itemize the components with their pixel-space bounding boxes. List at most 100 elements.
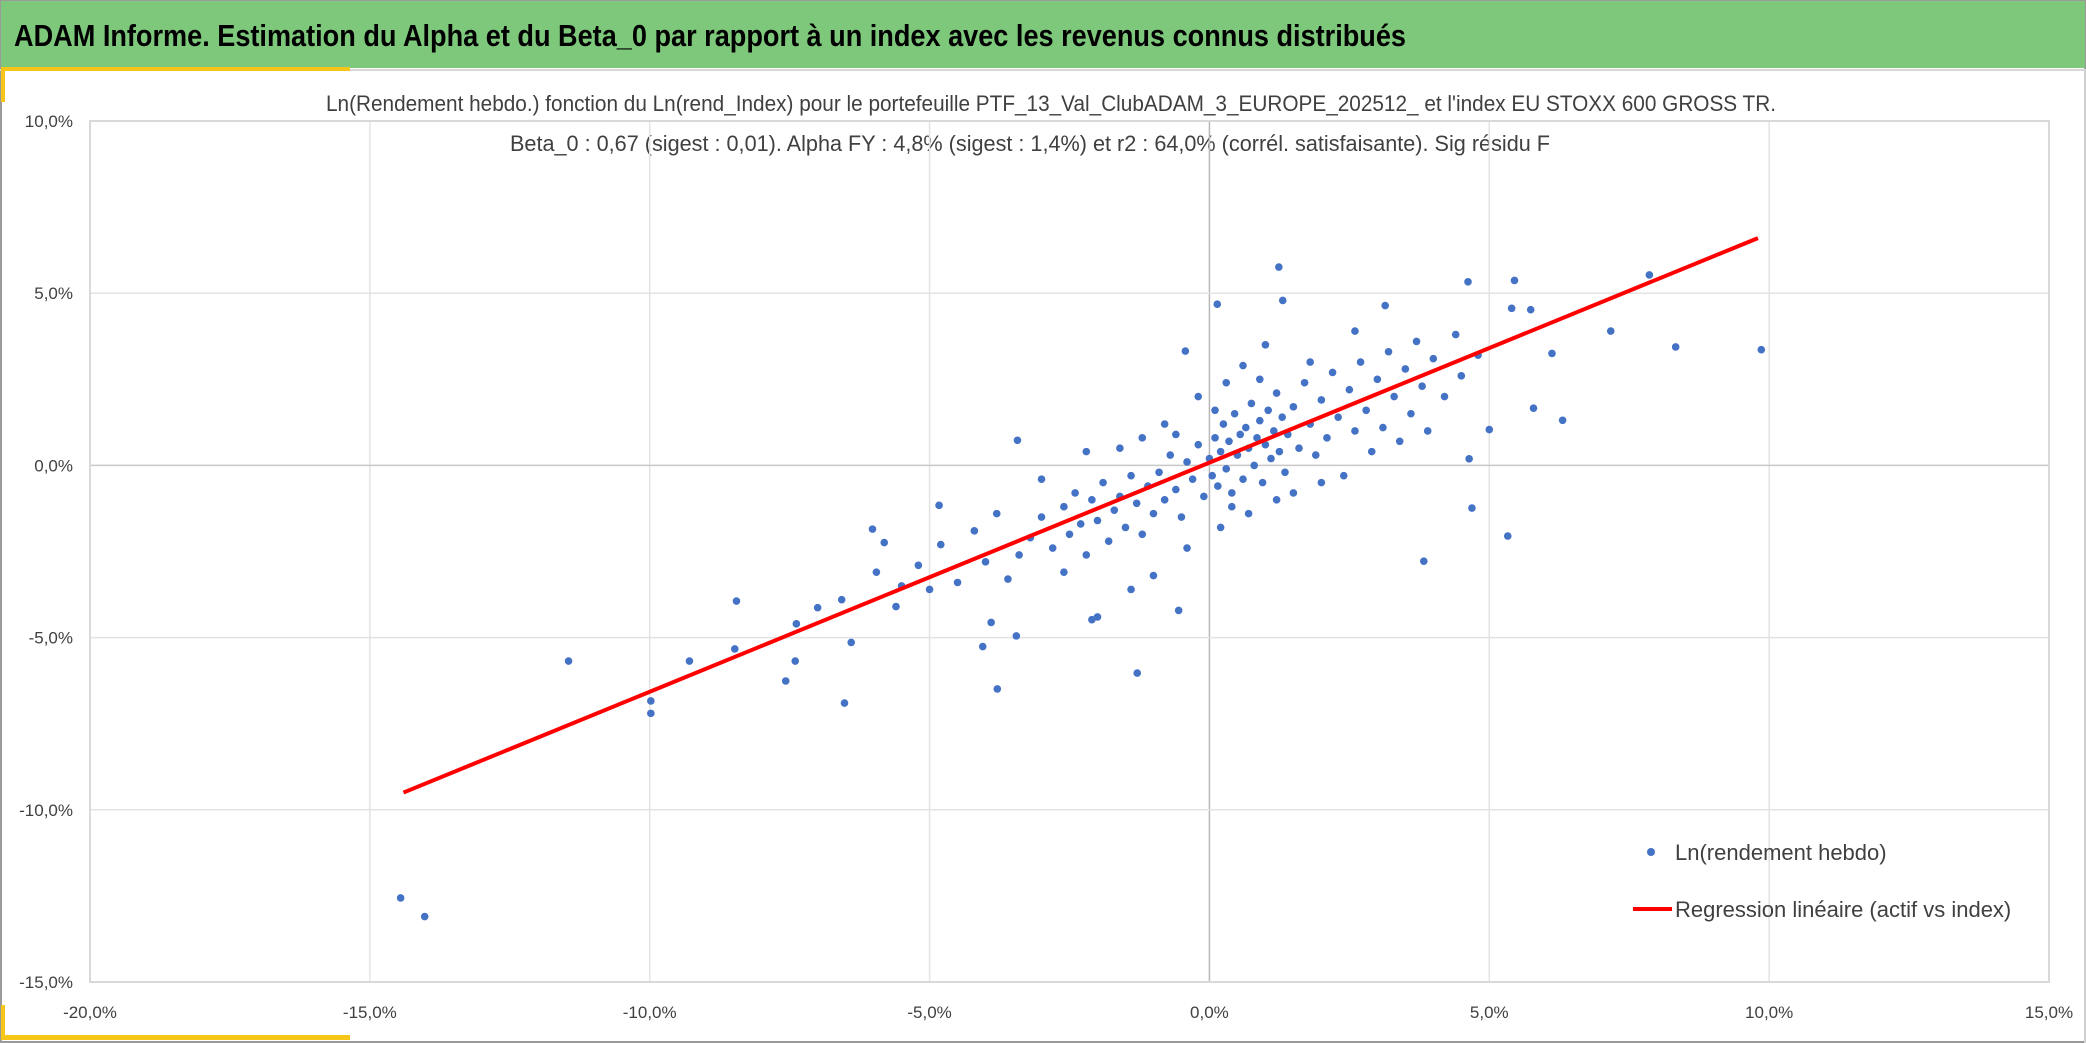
data-point bbox=[1275, 263, 1283, 271]
data-point bbox=[868, 525, 877, 533]
data-point bbox=[1429, 354, 1438, 363]
accent-top-bar bbox=[1, 67, 350, 71]
data-point bbox=[1317, 396, 1326, 404]
data-point bbox=[781, 677, 790, 685]
data-point bbox=[1239, 475, 1247, 483]
data-point bbox=[1258, 478, 1267, 487]
chart-title: Ln(Rendement hebdo.) fonction du Ln(rend… bbox=[326, 91, 1776, 116]
data-point bbox=[981, 558, 990, 566]
data-point bbox=[1239, 361, 1247, 370]
data-point bbox=[1526, 305, 1535, 314]
data-point bbox=[978, 642, 987, 651]
data-point bbox=[1247, 399, 1256, 408]
data-point bbox=[880, 538, 889, 547]
data-point bbox=[1334, 413, 1342, 421]
data-point bbox=[1503, 532, 1512, 540]
data-point bbox=[1155, 468, 1163, 477]
data-point bbox=[420, 912, 429, 921]
data-point bbox=[1228, 502, 1236, 511]
data-point bbox=[1242, 423, 1250, 432]
data-point bbox=[1256, 375, 1264, 384]
data-point bbox=[1116, 444, 1124, 452]
data-point bbox=[1048, 544, 1057, 552]
data-point bbox=[1208, 471, 1217, 480]
data-point bbox=[1060, 502, 1068, 511]
data-point bbox=[791, 657, 800, 665]
data-point bbox=[1149, 571, 1158, 580]
data-point bbox=[1306, 358, 1314, 366]
data-point bbox=[1037, 513, 1046, 521]
data-point bbox=[1328, 368, 1337, 377]
x-tick-label: -10,0% bbox=[623, 1003, 677, 1022]
data-point bbox=[1172, 430, 1180, 439]
x-tick-label: 15,0% bbox=[2025, 1003, 2073, 1022]
data-point bbox=[1200, 492, 1208, 501]
data-point bbox=[1219, 420, 1228, 428]
chart-subtitle: Beta_0 : 0,67 (sigest : 0,01). Alpha FY … bbox=[510, 131, 1550, 156]
accent-left-bottom bbox=[1, 1005, 5, 1040]
data-point bbox=[1269, 427, 1278, 435]
data-point bbox=[564, 657, 573, 665]
data-point bbox=[1468, 504, 1476, 512]
data-point bbox=[1384, 347, 1393, 356]
data-point bbox=[1250, 461, 1259, 470]
legend-marker-scatter bbox=[1647, 848, 1655, 856]
legend: Ln(rendement hebdo) Regression linéaire … bbox=[1633, 840, 2011, 922]
data-point bbox=[1236, 430, 1245, 439]
data-point bbox=[1166, 451, 1175, 459]
header-title: ADAM Informe. Estimation du Alpha et du … bbox=[14, 18, 1406, 53]
data-point bbox=[1194, 392, 1203, 401]
data-point bbox=[1485, 425, 1494, 434]
data-point bbox=[1183, 544, 1191, 552]
data-point bbox=[1228, 489, 1236, 497]
data-point bbox=[1013, 436, 1022, 445]
data-point bbox=[1015, 551, 1023, 559]
data-point bbox=[1216, 523, 1225, 532]
data-point bbox=[1351, 327, 1359, 335]
data-point bbox=[1440, 392, 1449, 401]
data-point bbox=[1004, 575, 1012, 583]
x-tick-label: -20,0% bbox=[63, 1003, 117, 1022]
data-point bbox=[792, 620, 801, 628]
data-point bbox=[1071, 489, 1079, 497]
data-point bbox=[1256, 416, 1264, 425]
data-point bbox=[1317, 478, 1326, 487]
data-point bbox=[1289, 403, 1298, 411]
data-point bbox=[847, 638, 856, 647]
data-point bbox=[1381, 301, 1389, 310]
data-point bbox=[1121, 523, 1130, 532]
regression-line bbox=[402, 236, 1759, 795]
data-point bbox=[1261, 341, 1270, 349]
data-point bbox=[1211, 434, 1219, 442]
data-point bbox=[970, 527, 979, 535]
data-point bbox=[1558, 416, 1567, 425]
data-point bbox=[1457, 372, 1466, 380]
data-point bbox=[953, 578, 962, 587]
header-bar bbox=[1, 1, 2085, 68]
data-point bbox=[1132, 499, 1141, 508]
data-point bbox=[1104, 537, 1113, 545]
data-point bbox=[1465, 455, 1473, 463]
data-point bbox=[1548, 349, 1556, 358]
data-point bbox=[1076, 520, 1085, 528]
data-point bbox=[1423, 427, 1432, 435]
data-point bbox=[1037, 475, 1046, 483]
data-point bbox=[837, 595, 846, 604]
x-tick-label: 10,0% bbox=[1745, 1003, 1793, 1022]
data-point bbox=[1093, 516, 1102, 525]
y-axis-ticks: 10,0% 5,0% 0,0% -5,0% -10,0% -15,0% bbox=[19, 112, 73, 992]
data-point bbox=[1275, 447, 1284, 456]
data-point bbox=[1149, 509, 1158, 518]
data-point bbox=[1362, 406, 1370, 415]
accent-left-top bbox=[1, 67, 5, 102]
x-tick-label: -5,0% bbox=[907, 1003, 951, 1022]
plot-area-border bbox=[89, 120, 2050, 983]
data-point bbox=[1225, 437, 1233, 446]
data-point bbox=[1267, 454, 1275, 463]
data-point bbox=[1222, 465, 1231, 473]
data-point bbox=[1356, 358, 1365, 366]
data-point bbox=[1606, 327, 1615, 335]
scatter-points bbox=[396, 263, 1766, 921]
data-point bbox=[872, 568, 881, 576]
